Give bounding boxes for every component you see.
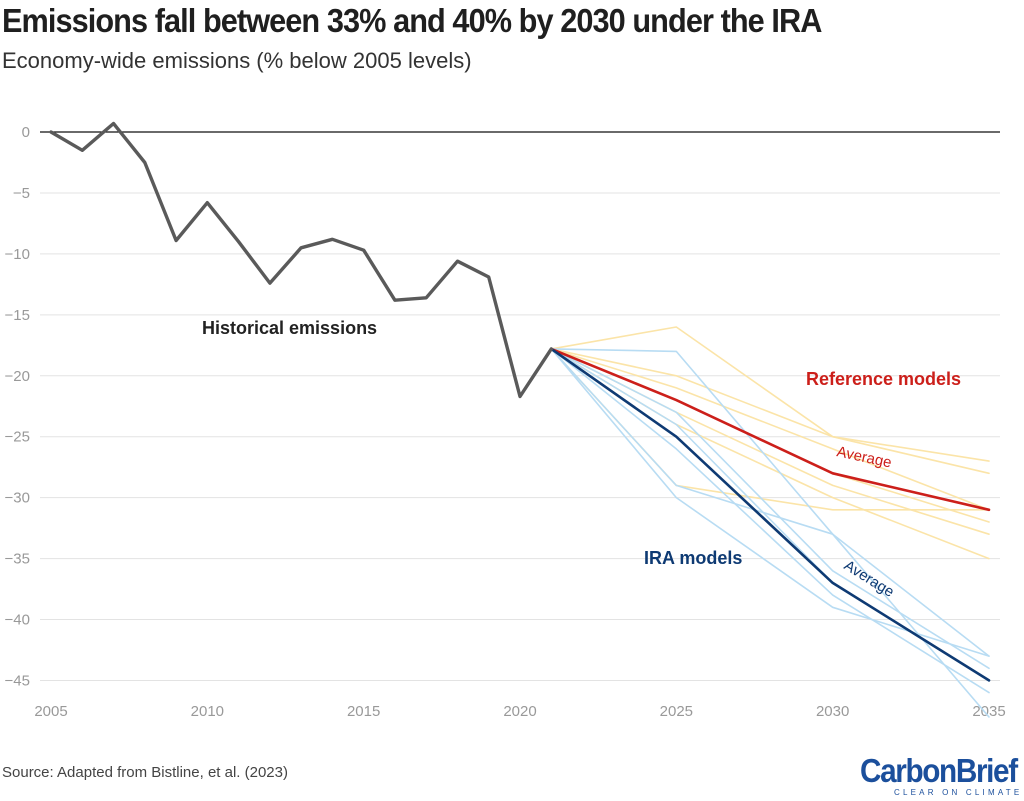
source-note: Source: Adapted from Bistline, et al. (2… <box>2 764 288 781</box>
gridlines <box>40 131 1000 681</box>
reference-average-line <box>549 347 991 512</box>
y-tick-label: 0 <box>22 124 30 141</box>
reference-model-line <box>550 348 990 475</box>
label-ira-models: IRA models <box>644 548 742 568</box>
x-tick-label: 2005 <box>34 703 67 720</box>
x-tick-label: 2010 <box>191 703 224 720</box>
logo-tagline: CLEAR ON CLIMATE <box>894 788 1023 797</box>
y-tick-label: −40 <box>5 612 30 629</box>
historical-line <box>49 121 553 399</box>
y-tick-label: −20 <box>5 368 30 385</box>
y-tick-label: −35 <box>5 551 30 568</box>
x-axis-ticks: 2005 2010 2015 2020 2025 2030 2035 <box>34 703 1005 720</box>
label-reference-average: Average <box>835 443 893 471</box>
y-tick-label: −5 <box>13 185 30 202</box>
x-tick-label: 2025 <box>660 703 693 720</box>
x-tick-label: 2020 <box>503 703 536 720</box>
carbonbrief-logo: CarbonBrief CLEAR ON CLIMATE <box>860 752 1023 798</box>
label-historical-emissions: Historical emissions <box>202 318 377 338</box>
logo-wordmark: CarbonBrief <box>860 752 1018 789</box>
ira-model-line <box>550 348 990 657</box>
y-tick-label: −25 <box>5 429 30 446</box>
x-tick-label: 2030 <box>816 703 849 720</box>
y-axis-ticks: 0 −5 −10 −15 −20 −25 −30 −35 −40 −45 <box>5 124 30 689</box>
x-tick-label: 2015 <box>347 703 380 720</box>
label-reference-models: Reference models <box>806 369 961 389</box>
chart-subtitle: Economy-wide emissions (% below 2005 lev… <box>2 48 472 73</box>
y-tick-label: −15 <box>5 307 30 324</box>
ira-average-line <box>549 347 991 682</box>
y-tick-label: −30 <box>5 490 30 507</box>
reference-model-line <box>550 348 990 511</box>
y-tick-label: −10 <box>5 246 30 263</box>
average-lines <box>549 347 991 682</box>
chart-title: Emissions fall between 33% and 40% by 20… <box>2 2 822 39</box>
ira-model-line <box>550 348 990 694</box>
y-tick-label: −45 <box>5 672 30 689</box>
emissions-line-chart: 0 −5 −10 −15 −20 −25 −30 −35 −40 −45 2005 2010 2015… <box>5 121 1006 720</box>
historical-emissions-line <box>49 121 553 399</box>
reference-model-line <box>550 326 990 462</box>
ira-model-line <box>550 348 990 670</box>
